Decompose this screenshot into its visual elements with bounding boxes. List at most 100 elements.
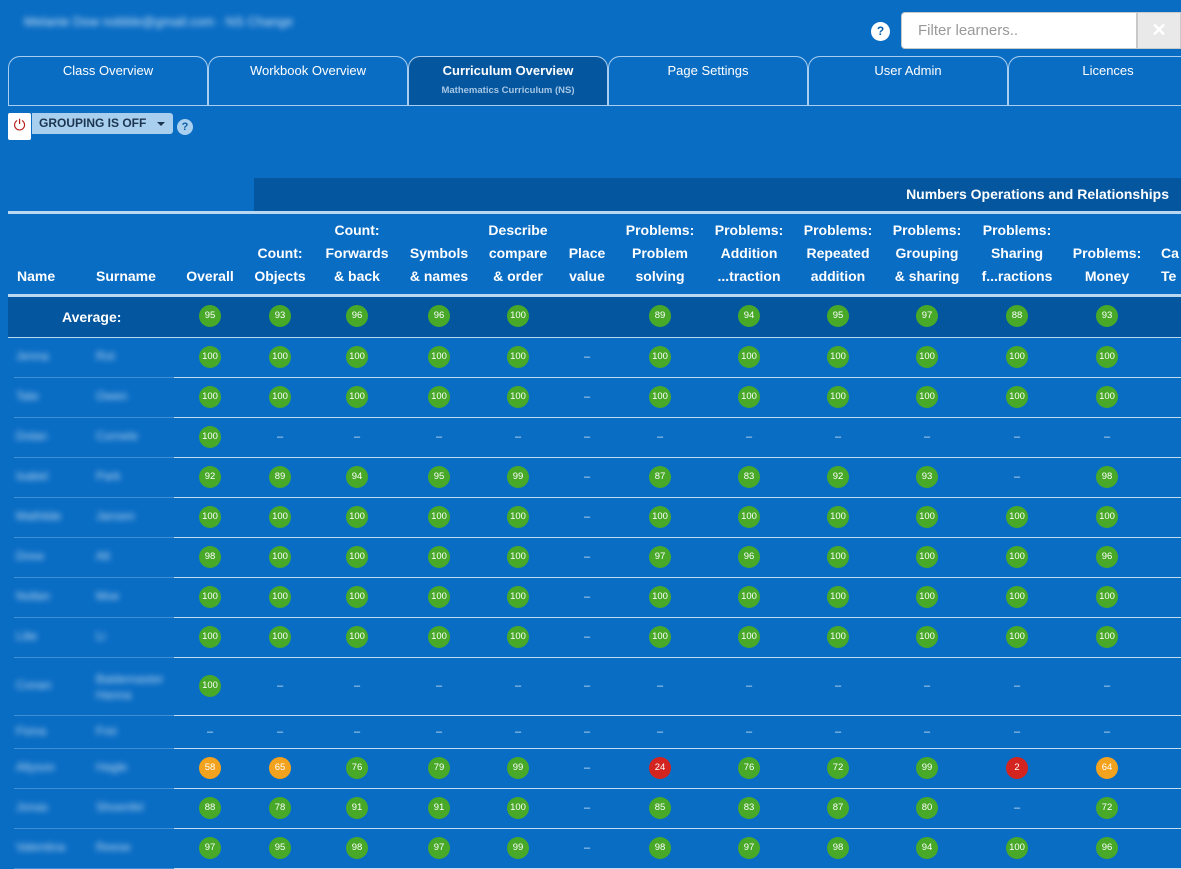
learner-score[interactable]: 100 xyxy=(346,546,368,568)
average-score[interactable]: 93 xyxy=(269,305,291,327)
learner-score[interactable]: 100 xyxy=(269,546,291,568)
learner-score[interactable]: 65 xyxy=(269,757,291,779)
average-score[interactable]: 96 xyxy=(428,305,450,327)
learner-score[interactable]: 100 xyxy=(827,386,849,408)
learner-surname[interactable]: Park xyxy=(96,469,121,483)
learner-score[interactable]: 97 xyxy=(738,837,760,859)
learner-score[interactable]: 98 xyxy=(346,837,368,859)
column-header-count_objects[interactable]: Count: Objects xyxy=(245,214,315,294)
learner-score[interactable]: 100 xyxy=(738,346,760,368)
average-score[interactable]: 88 xyxy=(1006,305,1028,327)
learner-score[interactable]: 83 xyxy=(738,797,760,819)
learner-name[interactable]: Jonas xyxy=(16,800,49,814)
learner-score[interactable]: 92 xyxy=(199,466,221,488)
learner-score[interactable]: 100 xyxy=(199,586,221,608)
learner-surname[interactable]: Hagle xyxy=(96,760,128,774)
learner-score[interactable]: 100 xyxy=(1006,586,1028,608)
learner-score[interactable]: 100 xyxy=(199,426,221,448)
column-header-place[interactable]: Place value xyxy=(557,214,617,294)
learner-score[interactable]: 100 xyxy=(738,626,760,648)
column-header-surname[interactable]: Surname xyxy=(96,214,166,294)
learner-score[interactable]: 78 xyxy=(269,797,291,819)
learner-score[interactable]: 100 xyxy=(269,626,291,648)
learner-name[interactable]: Tate xyxy=(16,389,39,403)
learner-score[interactable]: 96 xyxy=(1096,837,1118,859)
column-header-prob_sf[interactable]: Problems: Sharing f...ractions xyxy=(977,214,1057,294)
learner-score[interactable]: 100 xyxy=(507,346,529,368)
learner-surname[interactable]: Cornele xyxy=(96,429,139,443)
learner-score[interactable]: 100 xyxy=(346,386,368,408)
learner-score[interactable]: 99 xyxy=(507,837,529,859)
column-header-overall[interactable]: Overall xyxy=(175,214,245,294)
learner-score[interactable]: 100 xyxy=(428,346,450,368)
column-header-symbols[interactable]: Symbols & names xyxy=(404,214,474,294)
learner-score[interactable]: 89 xyxy=(269,466,291,488)
learner-score[interactable]: 100 xyxy=(1006,837,1028,859)
learner-score[interactable]: 91 xyxy=(428,797,450,819)
column-header-prob_as[interactable]: Problems: Addition ...traction xyxy=(709,214,789,294)
learner-score[interactable]: 100 xyxy=(738,386,760,408)
learner-score[interactable]: 100 xyxy=(738,506,760,528)
learner-score[interactable]: 100 xyxy=(428,386,450,408)
learner-score[interactable]: 87 xyxy=(649,466,671,488)
learner-score[interactable]: 100 xyxy=(507,386,529,408)
learner-name[interactable]: Jenna xyxy=(16,349,49,363)
learner-score[interactable]: 100 xyxy=(346,506,368,528)
power-icon[interactable]: ⏻ xyxy=(8,113,31,140)
column-header-prob_ps[interactable]: Problems: Problem solving xyxy=(620,214,700,294)
column-header-prob_ra[interactable]: Problems: Repeated addition xyxy=(798,214,878,294)
learner-surname[interactable]: Baldemaster Hanna xyxy=(96,672,164,702)
learner-score[interactable]: 97 xyxy=(428,837,450,859)
learner-score[interactable]: 58 xyxy=(199,757,221,779)
learner-score[interactable]: 100 xyxy=(1096,346,1118,368)
average-score[interactable]: 95 xyxy=(827,305,849,327)
learner-score[interactable]: 100 xyxy=(199,506,221,528)
learner-score[interactable]: 96 xyxy=(1096,546,1118,568)
column-header-name[interactable]: Name xyxy=(17,214,87,294)
learner-score[interactable]: 100 xyxy=(199,386,221,408)
learner-score[interactable]: 72 xyxy=(1096,797,1118,819)
learner-surname[interactable]: Owen xyxy=(96,389,128,403)
column-header-prob_money[interactable]: Problems: Money xyxy=(1067,214,1147,294)
learner-score[interactable]: 100 xyxy=(269,386,291,408)
learner-score[interactable]: 83 xyxy=(738,466,760,488)
learner-score[interactable]: 100 xyxy=(1096,626,1118,648)
learner-score[interactable]: 95 xyxy=(428,466,450,488)
learner-surname[interactable]: Shoenfel xyxy=(96,800,144,814)
learner-score[interactable]: 100 xyxy=(916,626,938,648)
average-score[interactable]: 93 xyxy=(1096,305,1118,327)
learner-score[interactable]: 100 xyxy=(199,675,221,697)
learner-score[interactable]: 96 xyxy=(738,546,760,568)
learner-score[interactable]: 100 xyxy=(428,546,450,568)
filter-learners-input[interactable] xyxy=(901,12,1137,49)
learner-score[interactable]: 93 xyxy=(916,466,938,488)
learner-score[interactable]: 99 xyxy=(916,757,938,779)
grouping-help-icon[interactable]: ? xyxy=(177,119,193,135)
learner-score[interactable]: 100 xyxy=(346,586,368,608)
learner-score[interactable]: 72 xyxy=(827,757,849,779)
learner-surname[interactable]: Rot xyxy=(96,349,115,363)
learner-score[interactable]: 87 xyxy=(827,797,849,819)
average-score[interactable]: 96 xyxy=(346,305,368,327)
learner-score[interactable]: 95 xyxy=(269,837,291,859)
learner-score[interactable]: 88 xyxy=(199,797,221,819)
learner-score[interactable]: 98 xyxy=(827,837,849,859)
learner-score[interactable]: 98 xyxy=(649,837,671,859)
learner-score[interactable]: 100 xyxy=(827,546,849,568)
learner-score[interactable]: 100 xyxy=(507,586,529,608)
learner-score[interactable]: 100 xyxy=(827,626,849,648)
learner-score[interactable]: 99 xyxy=(507,757,529,779)
learner-score[interactable]: 76 xyxy=(738,757,760,779)
learner-score[interactable]: 100 xyxy=(649,506,671,528)
column-header-describe[interactable]: Describe compare & order xyxy=(478,214,558,294)
learner-score[interactable]: 100 xyxy=(428,626,450,648)
average-score[interactable]: 97 xyxy=(916,305,938,327)
learner-score[interactable]: 97 xyxy=(649,546,671,568)
tab-user-admin[interactable]: User Admin xyxy=(808,56,1008,106)
learner-score[interactable]: 100 xyxy=(507,546,529,568)
learner-score[interactable]: 76 xyxy=(346,757,368,779)
learner-score[interactable]: 79 xyxy=(428,757,450,779)
average-score[interactable]: 94 xyxy=(738,305,760,327)
learner-score[interactable]: 99 xyxy=(507,466,529,488)
learner-score[interactable]: 100 xyxy=(827,506,849,528)
